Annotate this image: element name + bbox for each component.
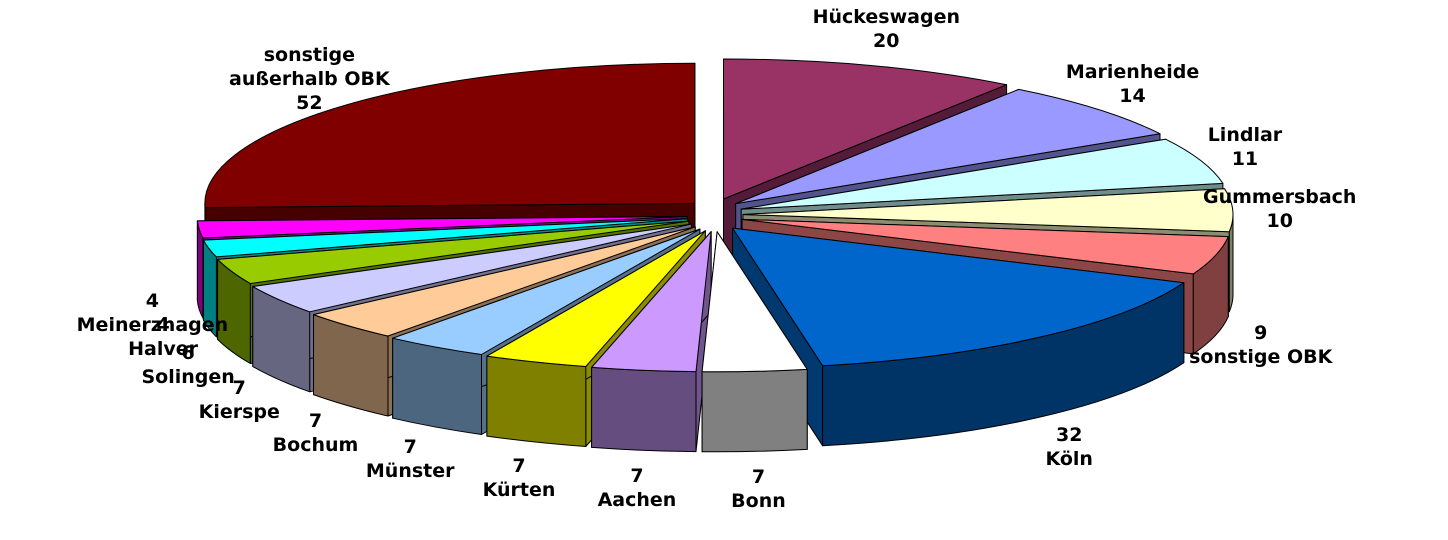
- category-label: Bonn: [731, 490, 786, 513]
- data-label: 32 Köln: [1045, 423, 1092, 471]
- data-label: 4 Meinerzhagen: [77, 289, 229, 337]
- data-label: 4 Halver: [128, 313, 198, 361]
- slice: [735, 88, 1161, 205]
- value-label: 10: [1266, 209, 1293, 232]
- category-label: Kierspe: [198, 401, 280, 424]
- value-label: 7: [232, 377, 246, 400]
- data-label: 9 sonstige OBK: [1189, 321, 1332, 369]
- category-label: Gummersbach: [1202, 185, 1357, 208]
- category-label: Solingen: [141, 366, 235, 389]
- value-label: 11: [1231, 148, 1259, 171]
- data-label: 7 Bochum: [273, 409, 359, 457]
- category-label: Köln: [1045, 447, 1093, 470]
- data-label: Gummersbach 10: [1203, 185, 1357, 233]
- value-label: 7: [308, 409, 323, 432]
- slice: [392, 228, 701, 355]
- value-label: 14: [1119, 84, 1146, 107]
- value-label: 7: [403, 436, 417, 459]
- value-label: 32: [1055, 423, 1083, 446]
- slice: [740, 138, 1224, 210]
- data-label: 7 Kürten: [483, 454, 556, 502]
- data-label: 7 Bonn: [731, 465, 786, 513]
- value-label: 4: [145, 289, 160, 312]
- category-label: sonstige außerhalb OBK: [229, 44, 390, 91]
- slice-edge: [486, 355, 587, 447]
- value-label: 7: [630, 465, 644, 488]
- data-label: Hückeswagen 20: [813, 5, 960, 53]
- slice: [252, 223, 692, 313]
- value-label: 20: [873, 30, 900, 53]
- slice: [732, 227, 1185, 367]
- value-label: 7: [512, 454, 526, 477]
- slice: [202, 218, 689, 258]
- data-label: 7 Aachen: [598, 464, 677, 512]
- category-label: Kürten: [482, 478, 556, 501]
- data-label: 7 Münster: [366, 435, 455, 483]
- category-label: Halver: [128, 337, 199, 360]
- slice: [591, 231, 712, 373]
- slice: [742, 188, 1234, 233]
- slice: [701, 231, 808, 373]
- category-label: Bochum: [272, 433, 359, 456]
- value-label: 7: [751, 466, 766, 489]
- slice: [196, 216, 688, 239]
- data-label: 7 Kierspe: [199, 376, 280, 424]
- slice: [313, 226, 696, 337]
- slice: [204, 62, 696, 209]
- category-label: Aachen: [597, 489, 677, 512]
- value-label: 4: [156, 313, 170, 336]
- slice-edge: [701, 368, 808, 453]
- data-label: 6 Solingen: [141, 341, 234, 389]
- slice: [217, 220, 690, 284]
- slice: [741, 218, 1229, 275]
- value-label: 52: [296, 92, 323, 115]
- value-label: 9: [1254, 322, 1268, 345]
- category-label: Hückeswagen: [812, 6, 960, 29]
- category-label: Lindlar: [1207, 124, 1283, 147]
- slice: [722, 58, 1008, 200]
- value-label: 6: [181, 342, 195, 365]
- category-label: Münster: [365, 460, 455, 483]
- data-label: Lindlar 11: [1208, 123, 1282, 171]
- slice: [486, 230, 706, 367]
- category-label: sonstige OBK: [1189, 346, 1333, 369]
- data-label: sonstige außerhalb OBK 52: [224, 43, 394, 115]
- category-label: Meinerzhagen: [76, 313, 229, 336]
- slice-edge: [591, 366, 697, 453]
- data-label: Marienheide 14: [1066, 60, 1199, 108]
- category-label: Marienheide: [1065, 60, 1200, 83]
